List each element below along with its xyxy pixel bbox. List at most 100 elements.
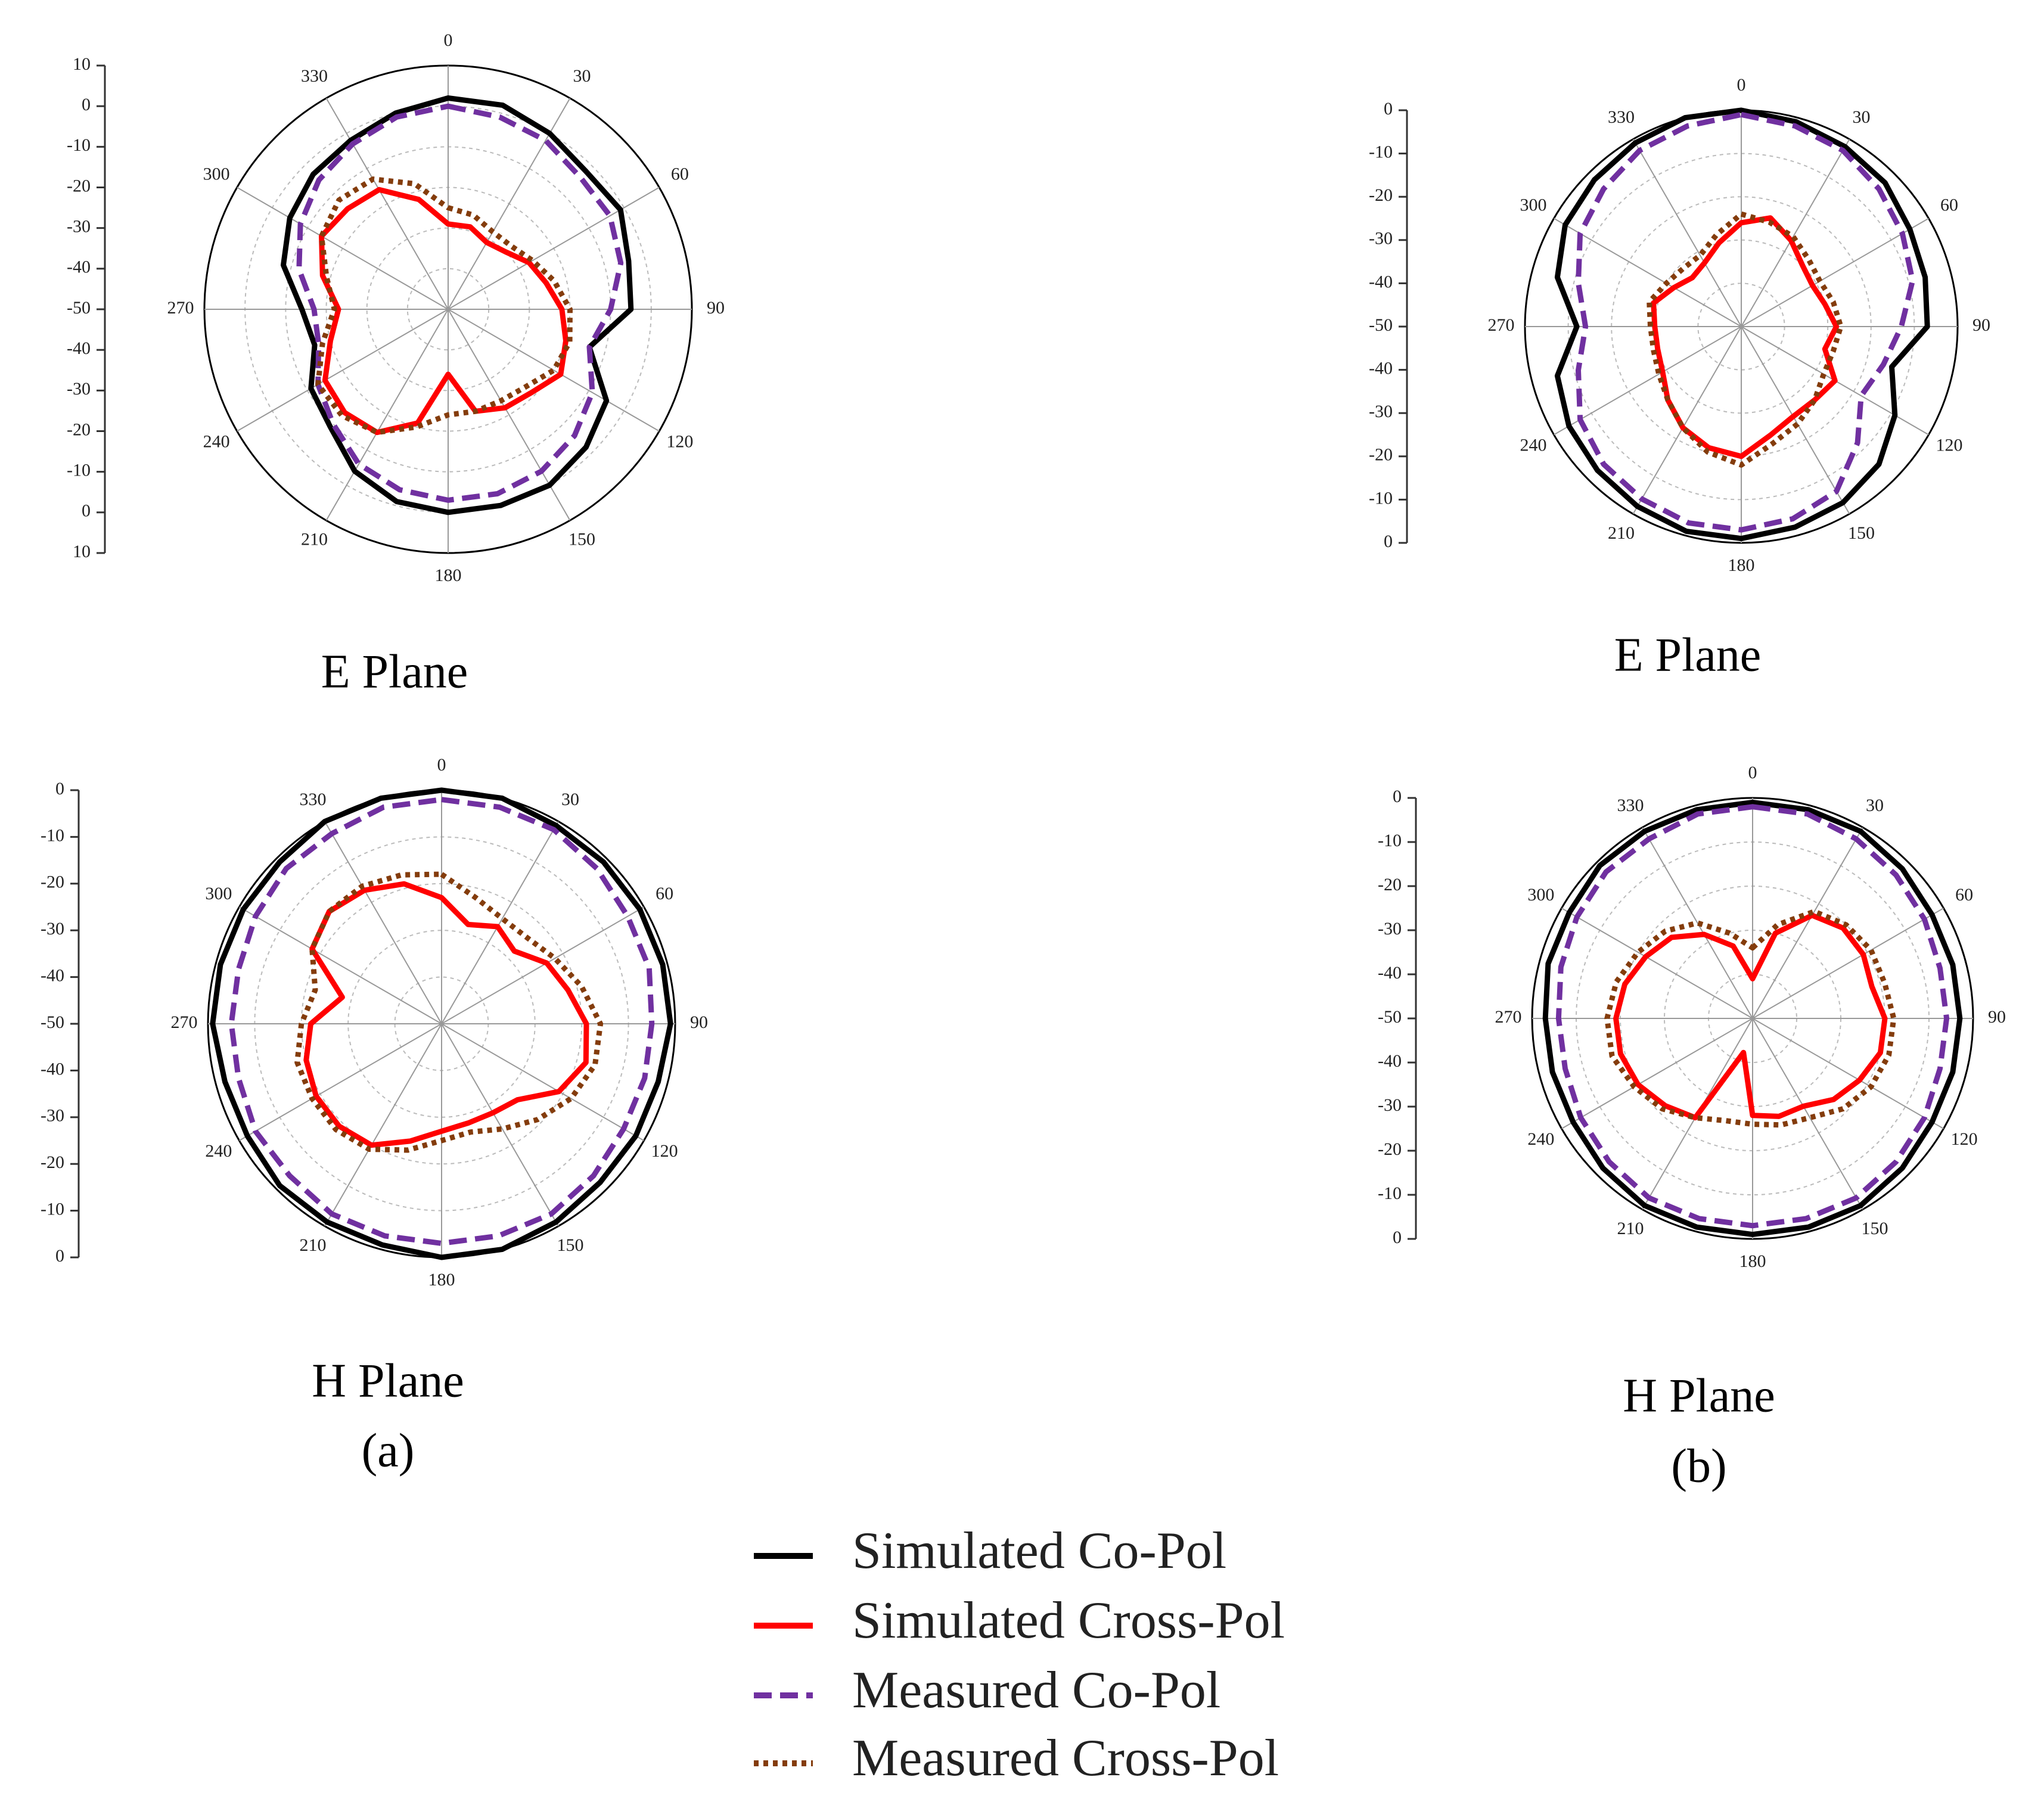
radial-tick-label: -40: [1378, 1051, 1402, 1071]
radial-tick-label: -50: [1378, 1007, 1402, 1027]
radial-tick-label: 0: [1393, 787, 1402, 806]
spoke: [1642, 827, 1753, 1019]
spoke: [441, 1023, 644, 1141]
spoke: [325, 309, 449, 521]
angle-label: 270: [171, 1012, 198, 1032]
angle-label: 0: [1737, 75, 1746, 95]
spoke: [1752, 1018, 1944, 1129]
chart-title: H Plane: [312, 1355, 464, 1407]
panel-label: (a): [362, 1424, 415, 1477]
angle-label: 240: [203, 431, 230, 451]
series-line: [303, 881, 589, 1148]
legend-label: Measured Cross-Pol: [852, 1729, 1279, 1787]
radial-tick-label: -20: [67, 176, 91, 195]
spoke: [1741, 326, 1850, 514]
chart-title: H Plane: [1623, 1369, 1775, 1422]
legend-label: Measured Co-Pol: [852, 1661, 1220, 1719]
angle-label: 330: [300, 790, 327, 809]
series-line: [294, 871, 604, 1153]
spoke: [239, 1023, 442, 1141]
radial-tick-label: -50: [41, 1012, 64, 1032]
angle-label: 150: [1862, 1219, 1888, 1238]
spoke: [1554, 218, 1742, 327]
radial-tick-label: -50: [67, 298, 91, 318]
radial-tick-label: -40: [41, 965, 64, 985]
radial-tick-label: 0: [1384, 99, 1393, 119]
angle-label: 330: [1617, 796, 1644, 815]
series-line: [1554, 107, 1930, 542]
series-line: [315, 176, 573, 436]
angle-label: 60: [1955, 885, 1973, 905]
angle-label: 0: [444, 30, 453, 50]
spoke: [441, 906, 644, 1024]
angle-label: 120: [1951, 1129, 1978, 1149]
angle-label: 60: [656, 884, 673, 903]
series-line: [281, 95, 634, 515]
series-line: [1651, 215, 1840, 459]
radial-tick-label: -20: [1378, 875, 1402, 894]
radial-tick-label: -10: [41, 825, 64, 845]
spoke: [1752, 1018, 1863, 1210]
angle-label: 300: [1527, 885, 1554, 905]
series-line: [228, 797, 655, 1246]
radial-tick-label: -20: [1378, 1139, 1402, 1159]
angle-label: 330: [301, 66, 328, 86]
radial-tick-label: -30: [67, 217, 91, 237]
angle-label: 300: [203, 164, 230, 184]
radial-tick-label: -20: [1369, 185, 1393, 205]
angle-label: 90: [1972, 315, 1990, 335]
spoke: [441, 1023, 559, 1226]
chart-title: E Plane: [1614, 629, 1762, 681]
series-line: [1647, 211, 1844, 468]
angle-label: 60: [671, 164, 689, 184]
angle-label: 0: [1748, 763, 1757, 782]
radial-tick-label: -30: [67, 379, 91, 399]
radial-tick-label: 0: [82, 95, 91, 114]
series-line: [319, 187, 569, 436]
radial-tick-label: -40: [1369, 358, 1393, 378]
angle-label: 120: [651, 1141, 678, 1161]
radial-tick-label: -40: [67, 257, 91, 277]
radial-tick-label: -40: [67, 338, 91, 358]
angle-label: 150: [569, 530, 595, 549]
spoke: [441, 821, 559, 1024]
angle-label: 120: [666, 431, 693, 451]
angle-label: 180: [1728, 555, 1755, 575]
series-line: [296, 103, 624, 503]
angle-label: 30: [573, 66, 591, 86]
angle-label: 150: [557, 1235, 584, 1255]
radial-tick-label: -10: [1378, 1183, 1402, 1203]
angle-label: 240: [1527, 1129, 1554, 1149]
angle-label: 240: [205, 1141, 232, 1161]
spoke: [239, 906, 442, 1024]
angle-label: 210: [1608, 523, 1635, 543]
chart-title: E Plane: [321, 645, 468, 698]
spoke: [324, 821, 442, 1024]
radial-tick-label: -10: [41, 1199, 64, 1219]
radial-tick-label: 0: [82, 501, 91, 521]
angle-label: 90: [690, 1012, 708, 1032]
series-line: [1613, 912, 1888, 1121]
angle-label: 90: [707, 298, 725, 318]
angle-label: 180: [435, 566, 462, 585]
spoke: [1632, 139, 1742, 327]
angle-label: 180: [1739, 1251, 1766, 1271]
radial-tick-label: -10: [1369, 488, 1393, 508]
angle-label: 300: [1520, 195, 1546, 215]
spoke: [237, 309, 449, 432]
series-line: [1576, 111, 1915, 533]
series-line: [210, 787, 673, 1260]
spoke: [1741, 218, 1929, 327]
radial-tick-label: 0: [1384, 532, 1393, 551]
radial-tick-label: 0: [55, 779, 64, 799]
radial-tick-label: -30: [1369, 229, 1393, 248]
angle-label: 30: [561, 790, 579, 809]
angle-label: 150: [1848, 523, 1875, 543]
radial-tick-label: -30: [1378, 1095, 1402, 1115]
angle-label: 30: [1866, 796, 1884, 815]
radial-tick-label: 10: [73, 542, 91, 561]
spoke: [1561, 1018, 1753, 1129]
spoke: [325, 98, 449, 310]
spoke: [1632, 326, 1742, 514]
